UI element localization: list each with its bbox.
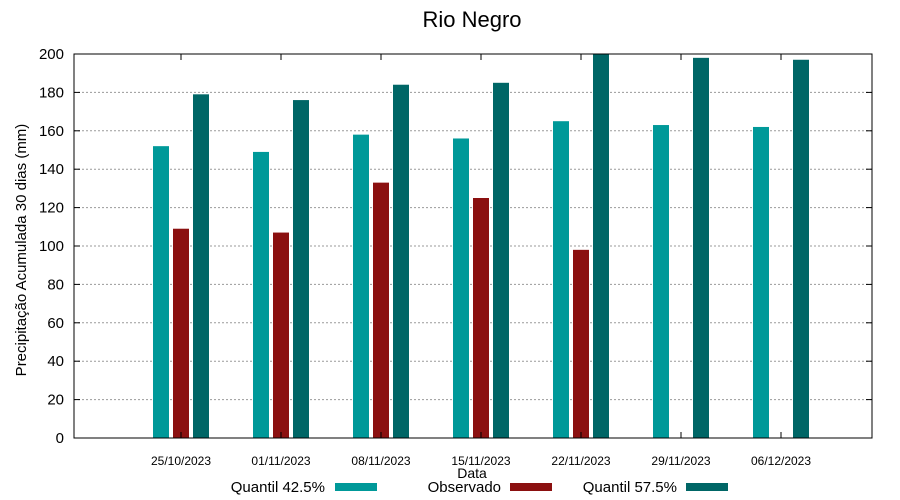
bar: [593, 54, 609, 438]
y-tick-label: 0: [56, 430, 64, 447]
legend: Quantil 42.5% Observado Quantil 57.5%: [231, 479, 728, 496]
y-tick-label: 100: [39, 238, 64, 255]
legend-label: Observado: [428, 479, 501, 496]
y-axis-ticks: 0 20 40 60 80 100 120 140 160 180 200: [39, 46, 872, 447]
y-tick-label: 80: [47, 276, 64, 293]
bar: [793, 59, 809, 438]
y-tick-label: 40: [47, 353, 64, 370]
x-tick-label: 25/10/2023: [151, 454, 211, 468]
legend-label: Quantil 57.5%: [583, 479, 677, 496]
y-tick-label: 140: [39, 161, 64, 178]
bar: [293, 100, 309, 438]
y-tick-label: 20: [47, 392, 64, 409]
legend-swatch: [335, 483, 377, 491]
bar: [373, 182, 389, 438]
bar: [253, 151, 269, 439]
y-tick-label: 200: [39, 46, 64, 63]
y-tick-label: 120: [39, 200, 64, 217]
bar: [193, 94, 209, 438]
chart-title: Rio Negro: [422, 7, 521, 32]
x-axis-label: Data: [457, 465, 487, 481]
bar: [753, 126, 769, 439]
bar: [693, 57, 709, 439]
bar: [573, 249, 589, 438]
bar: [473, 198, 489, 438]
y-tick-label: 180: [39, 84, 64, 101]
bar: [493, 82, 509, 439]
bar: [273, 232, 289, 438]
bar: [553, 121, 569, 438]
bar: [173, 228, 189, 438]
y-tick-label: 160: [39, 123, 64, 140]
bar: [453, 138, 469, 439]
legend-swatch: [686, 483, 728, 491]
legend-swatch: [510, 483, 552, 491]
bar: [653, 125, 669, 438]
x-tick-label: 29/11/2023: [651, 454, 710, 468]
x-tick-label: 01/11/2023: [251, 454, 310, 468]
x-tick-label: 22/11/2023: [551, 454, 610, 468]
bar: [353, 134, 369, 438]
bars: [153, 54, 809, 439]
y-tick-label: 60: [47, 315, 64, 332]
legend-label: Quantil 42.5%: [231, 479, 325, 496]
x-tick-label: 15/11/2023: [451, 454, 510, 468]
bar: [393, 84, 409, 438]
x-tick-label: 06/12/2023: [751, 454, 811, 468]
x-axis-ticks: 25/10/2023 01/11/2023 08/11/2023 15/11/2023…: [151, 54, 811, 468]
x-tick-label: 08/11/2023: [351, 454, 410, 468]
bar: [153, 146, 169, 438]
y-axis-label: Precipitação Acumulada 30 dias (mm): [13, 124, 30, 377]
